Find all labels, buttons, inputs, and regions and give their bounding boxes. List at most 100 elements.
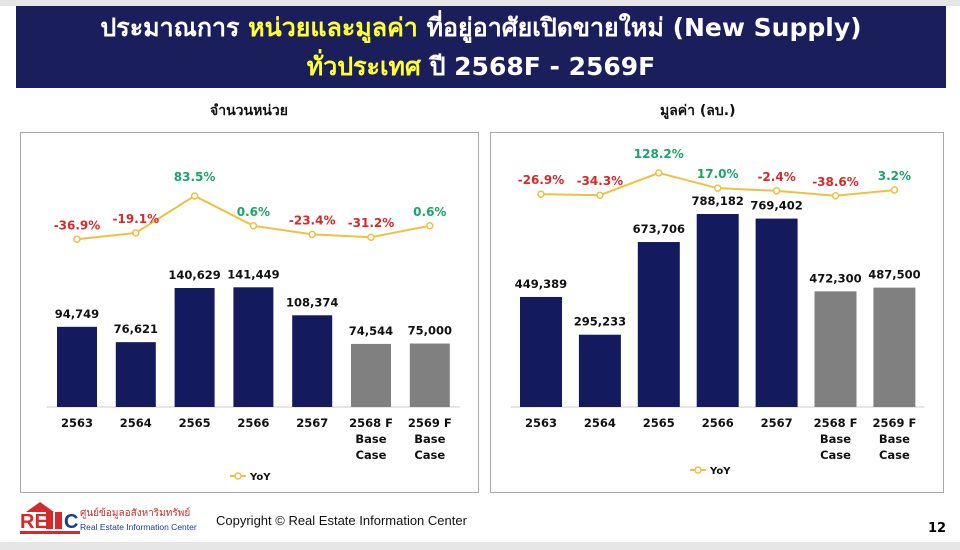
value-label: 108,374 [286, 295, 338, 309]
value-label: 449,389 [515, 277, 567, 291]
yoy-point [73, 235, 81, 244]
bar [292, 315, 333, 407]
bar [696, 214, 739, 407]
value-label: 75,000 [408, 324, 452, 338]
svg-text:ศูนย์ข้อมูลอสังหาริมทรัพย์: ศูนย์ข้อมูลอสังหาริมทรัพย์ [80, 507, 190, 519]
category-label: Case [879, 448, 910, 462]
bar [57, 326, 97, 407]
yoy-point [772, 187, 781, 195]
category-label: 2569 F [872, 416, 916, 430]
category-label: 2566 [702, 416, 734, 430]
chart-title-value: มูลค่า (ลบ.) [660, 103, 736, 119]
category-label: 2567 [296, 416, 328, 430]
yoy-label: -31.2% [348, 216, 395, 230]
yoy-point [426, 222, 434, 230]
legend-marker [694, 466, 702, 474]
value-label: 673,706 [633, 222, 685, 236]
value-label: 295,233 [574, 315, 626, 329]
value-label: 487,500 [868, 268, 920, 282]
bar [233, 287, 274, 407]
yoy-label: 17.0% [697, 167, 739, 181]
category-label: Case [356, 448, 387, 462]
legend-label: YoY [249, 472, 271, 483]
value-label: 769,402 [750, 199, 802, 213]
category-label: 2565 [179, 416, 211, 430]
category-label: 2568 F [349, 416, 393, 430]
yoy-label: 0.6% [237, 205, 270, 219]
yoy-label: 128.2% [634, 147, 684, 161]
svg-text:Real Estate Information Center: Real Estate Information Center [80, 522, 197, 532]
yoy-label: -23.4% [289, 213, 336, 227]
title-part: ปี 2568F - 2569F [420, 52, 656, 81]
category-label: 2567 [761, 416, 793, 430]
value-label: 76,621 [114, 322, 158, 336]
yoy-label: -19.1% [112, 212, 159, 226]
title-banner: ประมาณการ หน่วยและมูลค่า ที่อยู่อาศัยเปิ… [16, 6, 946, 88]
category-label: Base [414, 432, 445, 446]
category-label: 2569 F [408, 416, 452, 430]
category-label: Base [879, 432, 910, 446]
category-label: Case [820, 448, 851, 462]
top-bar [0, 0, 960, 6]
yoy-label: 0.6% [413, 205, 446, 219]
page-number: 12 [928, 521, 947, 536]
bar [873, 287, 916, 407]
category-label: 2566 [237, 416, 269, 430]
category-label: 2565 [643, 416, 675, 430]
reic-logo: RE C ศูนย์ข้อมูลอสังหาริมทรัพย์ Real Est… [20, 502, 197, 534]
yoy-point [713, 184, 722, 192]
value-label: 94,749 [55, 307, 99, 321]
category-label: 2563 [61, 416, 93, 430]
bar [409, 343, 450, 407]
yoy-label: -26.9% [518, 173, 565, 187]
yoy-label: -34.3% [577, 174, 624, 188]
bar [174, 288, 215, 407]
bar [578, 334, 621, 407]
yoy-point [831, 192, 840, 200]
value-label: 141,449 [227, 267, 279, 281]
title-line-2: ทั่วประเทศ ปี 2568F - 2569F [16, 48, 946, 86]
yoy-label: -2.4% [757, 170, 795, 184]
yoy-point [537, 190, 545, 198]
value-label: 788,182 [692, 194, 744, 208]
category-label: 2563 [525, 416, 557, 430]
yoy-point [655, 169, 663, 177]
category-label: 2564 [120, 416, 152, 430]
bar [520, 296, 562, 407]
yoy-label: -36.9% [54, 218, 101, 232]
yoy-point [890, 186, 899, 194]
yoy-point [249, 222, 258, 230]
category-label: 2568 F [814, 416, 858, 430]
bar [115, 342, 156, 407]
yoy-label: -38.6% [812, 175, 859, 189]
value-label: 140,629 [168, 268, 220, 282]
title-part: ประมาณการ [100, 13, 249, 42]
title-part: ที่อยู่อาศัยเปิดขายใหม่ (New Supply) [417, 13, 862, 42]
yoy-label: 3.2% [878, 169, 911, 183]
category-label: Base [355, 432, 386, 446]
bar [637, 242, 680, 407]
bar [351, 343, 391, 407]
bar [755, 218, 798, 407]
yoy-point [132, 229, 140, 237]
yoy-label: 83.5% [174, 170, 216, 184]
bottom-bar [0, 542, 960, 550]
title-highlight: หน่วยและมูลค่า [248, 13, 418, 42]
category-label: Case [414, 448, 445, 462]
chart-title-units: จำนวนหน่วย [210, 103, 288, 119]
bar [814, 291, 857, 407]
category-label: Base [820, 432, 851, 446]
title-highlight: ทั่วประเทศ [306, 52, 421, 81]
yoy-point [367, 233, 375, 241]
legend-marker [234, 472, 242, 480]
legend-label: YoY [709, 466, 731, 477]
svg-text:RE: RE [20, 511, 48, 533]
category-label: 2564 [584, 416, 616, 430]
svg-text:C: C [64, 511, 78, 533]
value-label: 472,300 [809, 271, 861, 285]
value-label: 74,544 [349, 324, 393, 338]
yoy-point [190, 192, 199, 200]
yoy-point [596, 191, 604, 199]
copyright: Copyright © Real Estate Information Cent… [216, 513, 467, 528]
